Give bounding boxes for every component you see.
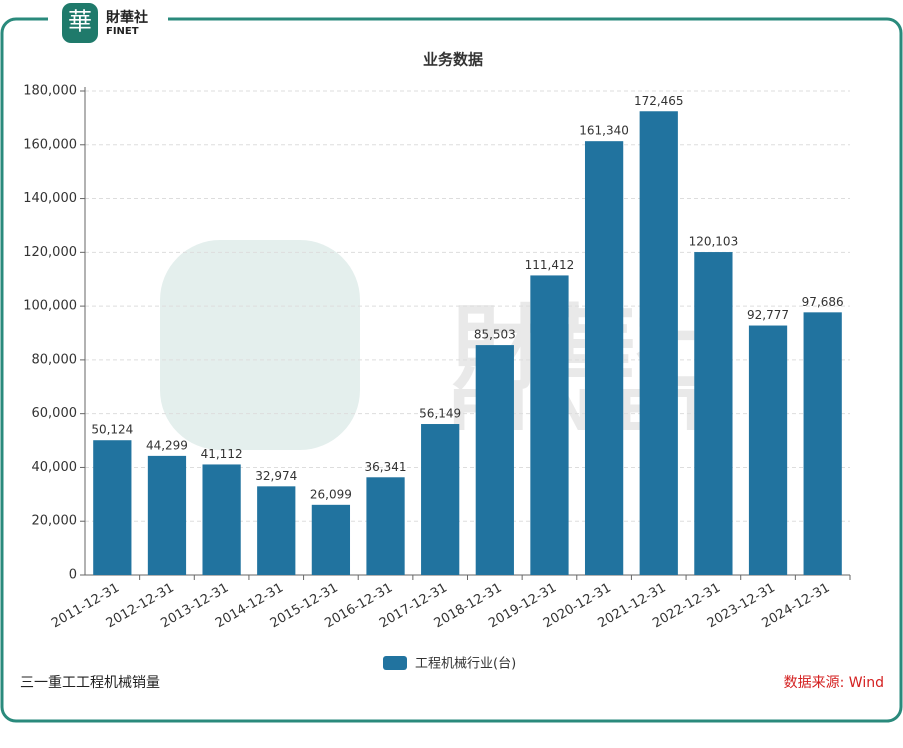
y-tick-label: 20,000 (32, 514, 78, 529)
footer-source: 数据来源: Wind (784, 675, 884, 691)
bar (803, 312, 842, 575)
y-tick-label: 180,000 (23, 84, 77, 99)
legend-swatch (383, 656, 407, 670)
bar (584, 141, 624, 575)
value-label: 85,503 (474, 328, 516, 342)
bar (93, 440, 132, 575)
bar (202, 464, 241, 575)
value-label: 41,112 (201, 447, 243, 461)
y-tick-label: 40,000 (32, 460, 78, 475)
value-label: 120,103 (689, 235, 739, 249)
bar (639, 111, 678, 576)
bar (475, 345, 514, 575)
value-label: 44,299 (146, 438, 188, 452)
legend-label: 工程机械行业(台) (415, 657, 516, 672)
y-tick-label: 120,000 (23, 245, 77, 260)
value-label: 161,340 (579, 124, 629, 138)
y-tick-label: 140,000 (23, 191, 77, 206)
bar (366, 477, 405, 575)
logo-name: 財華社 (105, 9, 148, 26)
y-tick-label: 160,000 (23, 137, 77, 152)
bar (748, 325, 788, 575)
value-label: 111,412 (525, 258, 575, 272)
bar (530, 275, 569, 575)
value-label: 172,465 (634, 94, 684, 108)
watermark-badge (160, 240, 360, 450)
value-label: 97,686 (802, 295, 844, 309)
logo-mark: 華 (68, 8, 92, 36)
y-tick-label: 80,000 (32, 352, 78, 367)
value-label: 26,099 (310, 487, 352, 501)
bar (694, 252, 733, 575)
logo-sub: FINET (106, 26, 139, 37)
logo-badge (62, 3, 98, 43)
bar (421, 424, 460, 575)
y-tick-label: 60,000 (32, 406, 78, 421)
chart-title: 业务数据 (423, 51, 483, 69)
value-label: 92,777 (747, 308, 789, 322)
value-label: 36,341 (365, 460, 407, 474)
value-label: 32,974 (255, 469, 297, 483)
bar (147, 455, 187, 575)
bar (311, 504, 351, 575)
y-tick-label: 100,000 (23, 299, 77, 314)
y-tick-label: 0 (69, 568, 77, 583)
footer-note: 三一重工工程机械销量 (20, 675, 160, 691)
bar (257, 486, 296, 575)
value-label: 56,149 (419, 407, 461, 421)
value-label: 50,124 (91, 423, 133, 437)
